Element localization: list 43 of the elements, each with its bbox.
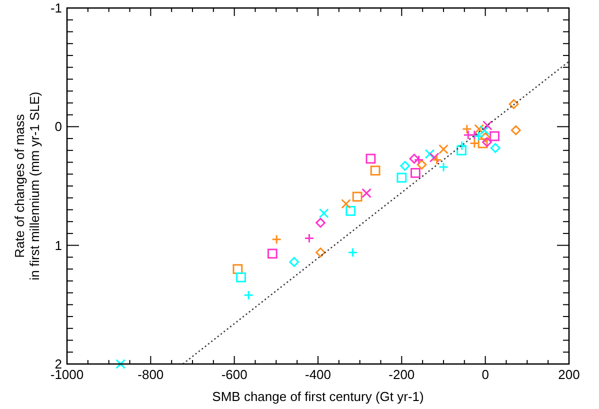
point bbox=[510, 125, 521, 136]
point bbox=[236, 272, 246, 282]
x-tick-label: 0 bbox=[482, 367, 489, 382]
point bbox=[316, 248, 326, 258]
point bbox=[424, 149, 435, 159]
point bbox=[366, 154, 376, 164]
point bbox=[116, 359, 126, 369]
point bbox=[346, 206, 356, 216]
point bbox=[232, 264, 243, 274]
point bbox=[410, 168, 420, 178]
point bbox=[289, 256, 300, 267]
point bbox=[416, 160, 427, 170]
point bbox=[438, 144, 448, 154]
point bbox=[318, 208, 329, 218]
point bbox=[341, 198, 351, 209]
x-tick-label: -200 bbox=[388, 367, 415, 382]
point bbox=[482, 137, 492, 148]
x-axis-title: SMB change of first century (Gt yr-1) bbox=[212, 389, 424, 404]
point bbox=[396, 172, 407, 183]
point bbox=[267, 248, 278, 259]
point bbox=[474, 124, 484, 134]
point bbox=[400, 160, 410, 171]
x-tick-label: -600 bbox=[221, 367, 248, 382]
x-tick-label: -800 bbox=[138, 367, 164, 382]
point bbox=[352, 192, 362, 202]
point bbox=[490, 131, 500, 142]
point bbox=[480, 125, 490, 136]
point bbox=[316, 218, 326, 228]
point bbox=[482, 120, 492, 130]
point bbox=[490, 143, 500, 153]
point bbox=[409, 154, 420, 164]
point bbox=[508, 99, 519, 110]
y-tick-label: 1 bbox=[54, 238, 62, 253]
point bbox=[478, 138, 488, 148]
y-tick-label: 0 bbox=[54, 119, 62, 134]
x-tick-label: -400 bbox=[304, 367, 332, 382]
y-tick-label: -1 bbox=[50, 0, 62, 16]
point bbox=[362, 188, 372, 198]
point bbox=[429, 152, 440, 162]
point bbox=[370, 166, 380, 176]
x-tick-label: 200 bbox=[558, 367, 580, 382]
point bbox=[456, 145, 466, 156]
y-axis-title: Rate of changes of mass in first millennium (mm yr-1 SLE) bbox=[12, 92, 42, 280]
